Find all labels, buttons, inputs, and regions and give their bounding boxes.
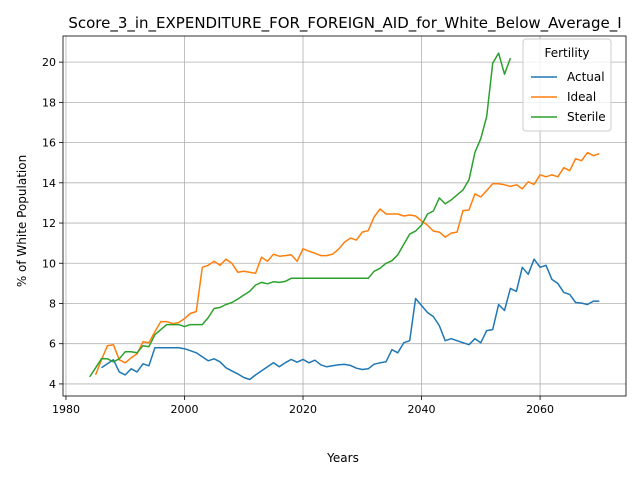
y-tick-label: 20 xyxy=(42,56,56,69)
x-tick-label: 2020 xyxy=(289,403,317,416)
x-tick-label: 2060 xyxy=(526,403,554,416)
legend: Fertility Actual Ideal Sterile xyxy=(523,39,611,131)
y-axis-label: % of White Population xyxy=(15,155,29,287)
x-tick-label: 1980 xyxy=(52,403,80,416)
x-axis-ticks: 1980 2000 2020 2040 2060 xyxy=(52,396,554,416)
y-axis-ticks: 4 6 8 10 12 14 16 18 20 xyxy=(42,56,63,391)
x-tick-label: 2040 xyxy=(408,403,436,416)
x-axis-label: Years xyxy=(326,451,359,465)
legend-label: Ideal xyxy=(567,90,596,104)
y-tick-label: 16 xyxy=(42,137,56,150)
y-tick-label: 8 xyxy=(49,297,56,310)
legend-title: Fertility xyxy=(544,46,589,60)
y-tick-label: 18 xyxy=(42,96,56,109)
legend-label: Actual xyxy=(567,70,605,84)
y-tick-label: 6 xyxy=(49,338,56,351)
series-line-actual xyxy=(102,259,600,379)
series-line-ideal xyxy=(96,153,600,375)
y-tick-label: 12 xyxy=(42,217,56,230)
x-tick-label: 2000 xyxy=(170,403,198,416)
y-tick-label: 4 xyxy=(49,378,56,391)
legend-label: Sterile xyxy=(567,110,606,124)
y-tick-label: 10 xyxy=(42,257,56,270)
y-tick-label: 14 xyxy=(42,177,56,190)
series-line-sterile xyxy=(90,53,511,377)
chart-title: Score_3_in_EXPENDITURE_FOR_FOREIGN_AID_f… xyxy=(68,14,621,33)
